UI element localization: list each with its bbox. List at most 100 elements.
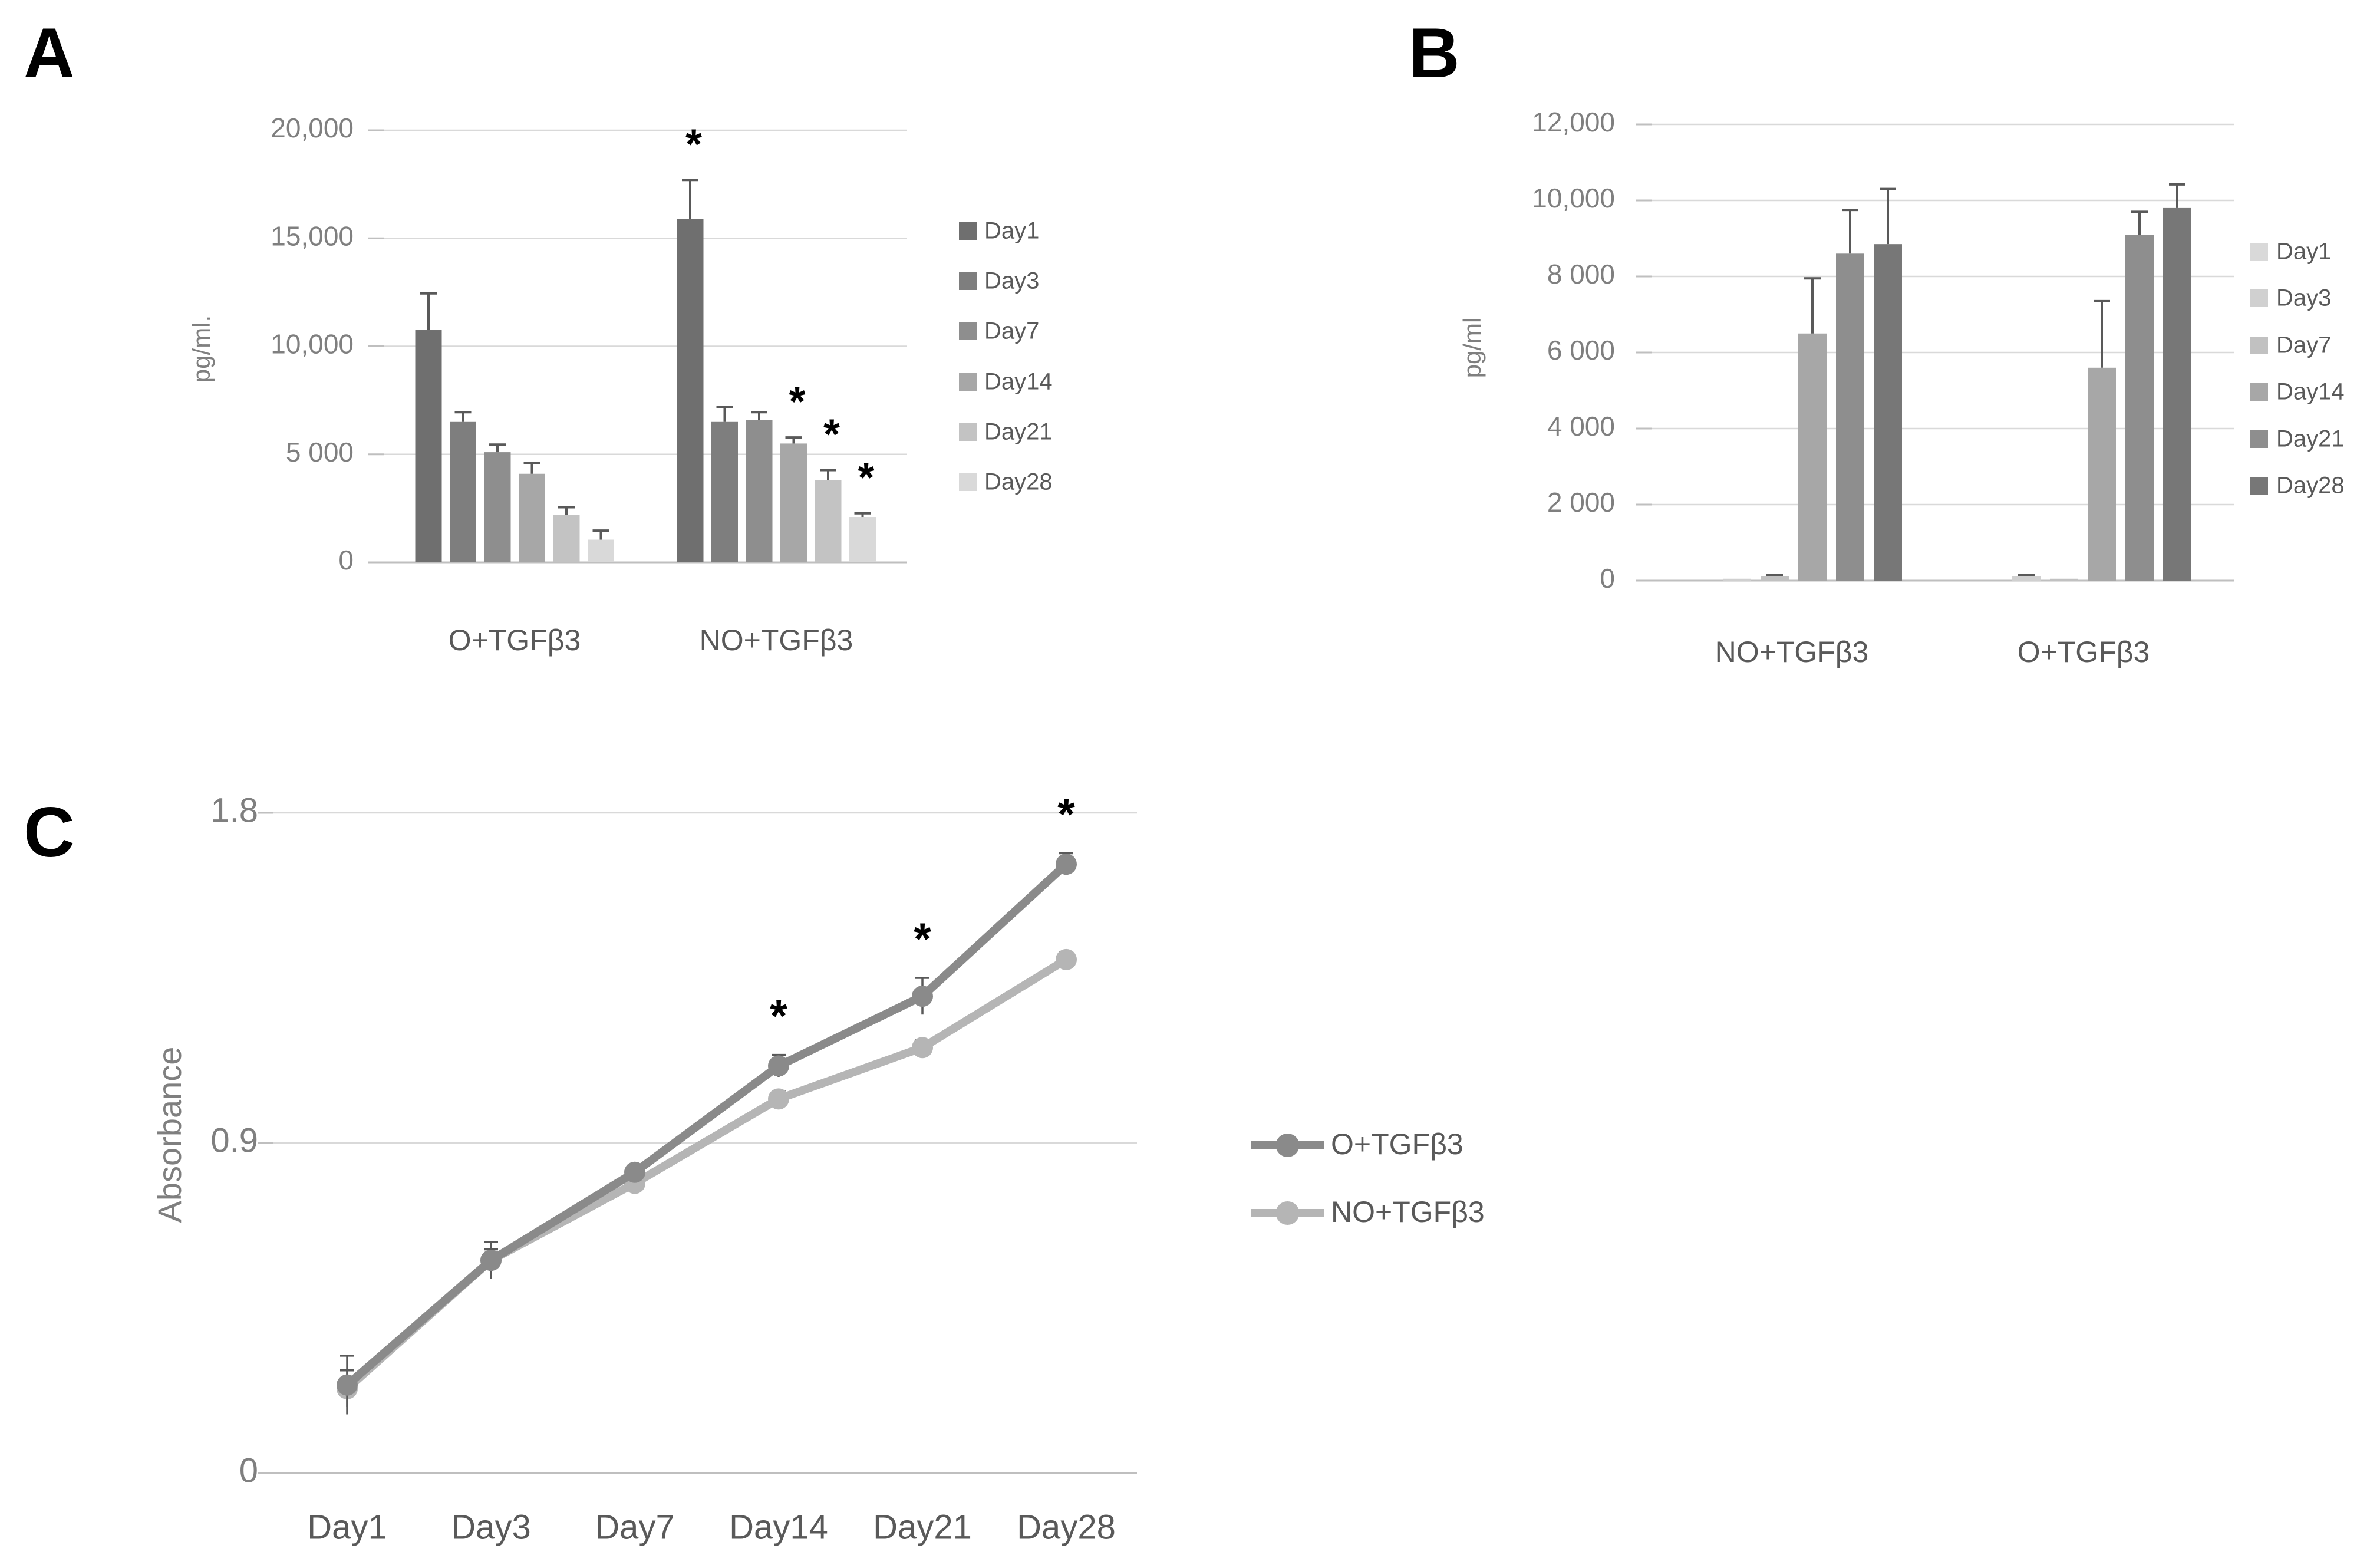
data-point (912, 1037, 933, 1059)
legend-label: Day14 (2276, 379, 2345, 405)
x-group-label: NO+TGFβ3 (700, 624, 853, 657)
legend-label: Day28 (984, 469, 1053, 495)
legend-marker (1275, 1201, 1300, 1225)
sig-asterisk: * (770, 991, 787, 1042)
legend-marker (1275, 1134, 1300, 1157)
bar-no+tgfβ3-day3 (1723, 578, 1751, 581)
data-point (912, 986, 933, 1007)
legend-label: Day7 (984, 318, 1039, 344)
y-tick-label: 8 000 (1547, 259, 1615, 289)
bar-no+tgfβ3-day7 (1761, 576, 1789, 581)
legend-label: Day21 (2276, 426, 2345, 452)
x-group-label: O+TGFβ3 (449, 624, 581, 657)
x-tick-label: Day28 (1017, 1508, 1116, 1546)
x-tick-label: Day14 (729, 1508, 828, 1546)
legend-swatch (2250, 289, 2268, 307)
sig-asterisk: * (789, 378, 805, 426)
bar-o+tgfβ3-day3 (2012, 576, 2041, 581)
legend-label: Day1 (2276, 239, 2331, 265)
chart-c-absorbance-line: 0 0.9 1.8 Absorbance Day1 Day3 Day7 Day14 Day21 D… (151, 790, 1485, 1547)
data-point (1056, 948, 1077, 970)
legend-swatch (2250, 477, 2268, 495)
legend-label: Day14 (984, 369, 1053, 395)
y-tick-label: 0.9 (210, 1121, 258, 1159)
sig-asterisk: * (1057, 790, 1075, 840)
bar-no+tgfβ3-day14 (780, 443, 807, 562)
bar-o+tgfβ3-day21 (2125, 235, 2154, 581)
data-point (768, 1088, 789, 1110)
bar-o+tgfβ3-day3 (450, 421, 476, 562)
panel-label-a: A (24, 14, 75, 93)
legend-swatch (959, 222, 977, 240)
bar-no+tgfβ3-day28 (849, 517, 876, 562)
y-tick-label: 12,000 (1532, 107, 1615, 137)
x-tick-label: Day21 (873, 1508, 972, 1546)
y-tick-label: 15,000 (271, 220, 354, 251)
y-tick-label: 5 000 (286, 437, 354, 467)
panel-label-c: C (24, 793, 75, 872)
legend-label: O+TGFβ3 (1331, 1128, 1463, 1161)
legend-label: Day3 (2276, 285, 2331, 311)
y-tick-label: 2 000 (1547, 487, 1615, 518)
sig-asterisk: * (858, 454, 874, 502)
x-group-label: O+TGFβ3 (2018, 635, 2150, 668)
y-tick-label: 6 000 (1547, 335, 1615, 365)
legend-label: Day3 (984, 268, 1039, 294)
legend-swatch (959, 322, 977, 340)
legend-swatch (959, 373, 977, 391)
bar-o+tgfβ3-day28 (588, 539, 614, 562)
data-point (1056, 854, 1077, 875)
data-point (624, 1161, 645, 1183)
x-tick-label: Day7 (595, 1508, 674, 1546)
sig-asterisk: * (914, 914, 931, 964)
legend-label: Day7 (2276, 332, 2331, 358)
legend-swatch (959, 272, 977, 290)
legend-swatch (959, 423, 977, 441)
y-tick-label: 0 (239, 1451, 258, 1490)
y-axis-title: Absorbance (151, 1047, 188, 1223)
data-point (768, 1055, 789, 1077)
bar-o+tgfβ3-day14 (519, 473, 545, 562)
series-line-o+tgfβ3 (343, 860, 1070, 1389)
bar-no+tgfβ3-day28 (1874, 244, 1902, 581)
series-line-no+tgfβ3 (343, 955, 1070, 1393)
bar-o+tgfβ3-day1 (415, 330, 442, 562)
bar-o+tgfβ3-day21 (553, 515, 580, 562)
legend-swatch (2250, 383, 2268, 401)
bar-o+tgfβ3-day7 (2050, 578, 2078, 581)
legend-swatch (959, 473, 977, 491)
bar-o+tgfβ3-day7 (484, 452, 511, 562)
bar-no+tgfβ3-day1 (677, 219, 704, 562)
y-tick-label: 1.8 (210, 791, 258, 829)
legend-swatch (2250, 243, 2268, 261)
bar-no+tgfβ3-day21 (1836, 253, 1864, 581)
data-point (480, 1250, 502, 1271)
chart-b-cytokine-release-bar: 0 2 000 4 000 6 000 8 000 10,000 12,000 pg/ml NO… (1458, 107, 2345, 668)
x-group-label: NO+TGFβ3 (1715, 635, 1869, 668)
y-tick-label: 4 000 (1547, 411, 1615, 442)
y-tick-label: 0 (338, 545, 354, 575)
y-tick-label: 20,000 (271, 113, 354, 143)
bar-no+tgfβ3-day14 (1798, 333, 1827, 581)
bar-no+tgfβ3-day21 (815, 480, 842, 562)
panel-label-b: B (1409, 14, 1460, 93)
legend-swatch (2250, 430, 2268, 448)
chart-a-cytokine-release-bar: 0 5 000 10,000 15,000 20,000 pg/ml. O+TGFβ3 NO+… (187, 113, 1053, 657)
bar-no+tgfβ3-day7 (746, 420, 773, 562)
x-tick-label: Day1 (307, 1508, 387, 1546)
sig-asterisk: * (685, 121, 702, 168)
y-tick-label: 0 (1600, 563, 1615, 594)
y-tick-label: 10,000 (271, 329, 354, 360)
legend-label: NO+TGFβ3 (1331, 1195, 1485, 1228)
bar-no+tgfβ3-day3 (711, 421, 738, 562)
bar-o+tgfβ3-day14 (2088, 367, 2116, 581)
legend-swatch (2250, 337, 2268, 354)
y-axis-title: pg/ml. (187, 315, 215, 383)
legend-label: Day21 (984, 419, 1053, 445)
y-axis-title: pg/ml (1458, 318, 1486, 378)
legend-label: Day1 (984, 218, 1039, 244)
sig-asterisk: * (823, 411, 840, 459)
legend-label: Day28 (2276, 473, 2345, 499)
y-tick-label: 10,000 (1532, 183, 1615, 213)
bar-o+tgfβ3-day28 (2163, 207, 2191, 581)
